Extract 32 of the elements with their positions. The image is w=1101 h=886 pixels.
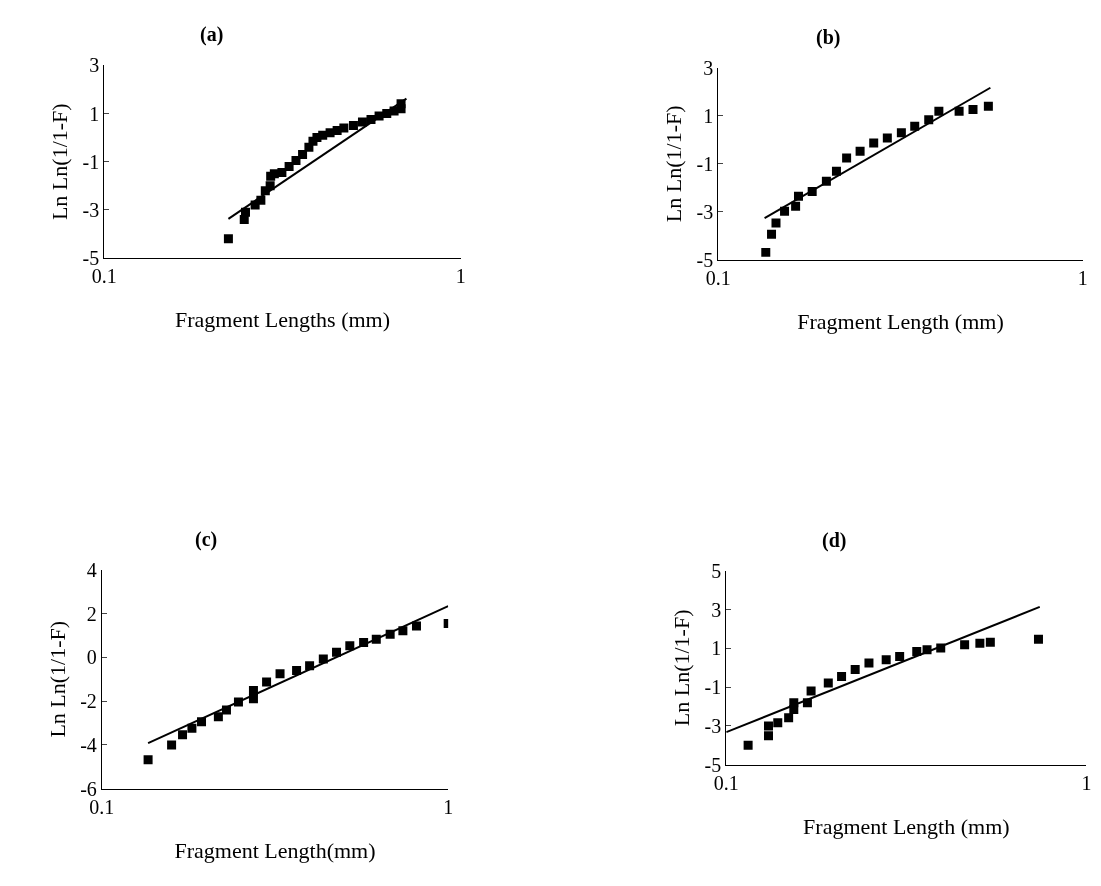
y-tick-label: 5 (711, 560, 722, 583)
y-tick-label: 4 (86, 558, 97, 581)
y-tick-label: 3 (711, 598, 722, 621)
x-axis-title: Fragment Length (mm) (797, 308, 1004, 334)
chart-title: (a) (200, 23, 224, 46)
x-axis-title: Fragment Length(mm) (174, 837, 376, 863)
y-tick-label: 3 (89, 54, 100, 77)
y-tick-label: 3 (703, 56, 714, 79)
x-axis-title: Fragment Length (mm) (803, 813, 1010, 839)
y-axis-title: Ln Ln(1/1-F) (661, 105, 687, 223)
chart-title: (c) (195, 528, 218, 551)
y-tick-label: 2 (86, 602, 97, 625)
y-tick-label: -3 (704, 714, 722, 737)
y-tick-label: -1 (704, 676, 722, 699)
y-tick-label: 1 (711, 637, 722, 660)
y-tick-label: -3 (696, 200, 714, 223)
x-tick-label: 1 (1077, 266, 1088, 289)
chart-title: (b) (816, 26, 841, 49)
y-axis-title: Ln Ln(1/1-F) (47, 103, 73, 221)
y-tick-label: -4 (80, 733, 97, 756)
y-axis-title: Ln Ln(1/1-F) (669, 609, 695, 727)
y-tick-label: -3 (82, 198, 100, 221)
y-tick-label: 1 (703, 104, 714, 127)
y-tick-label: 1 (89, 102, 100, 125)
y-tick-label: -1 (696, 152, 714, 175)
y-axis-title: Ln Ln(1/1-F) (44, 620, 70, 738)
x-axis-title: Fragment Lengths (mm) (174, 307, 391, 333)
y-tick-label: -1 (82, 150, 100, 173)
y-tick-label: 0 (86, 646, 97, 669)
x-tick-label: 1 (455, 265, 466, 288)
y-tick-label: -2 (80, 690, 97, 713)
chart-title: (d) (822, 529, 847, 552)
